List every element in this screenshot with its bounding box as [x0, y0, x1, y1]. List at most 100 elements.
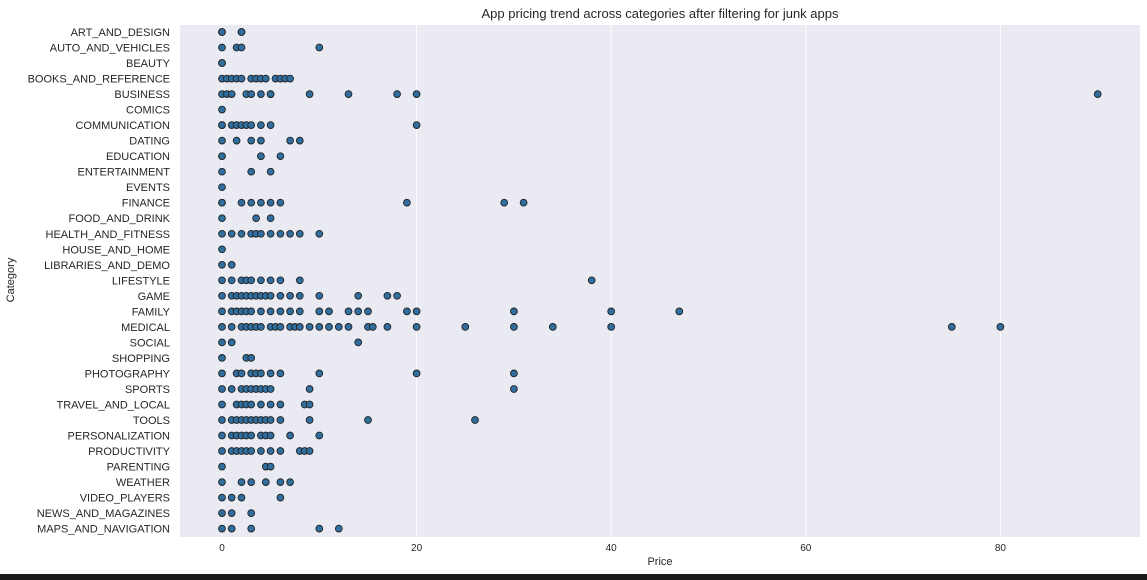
- data-point: [237, 43, 246, 52]
- data-point: [218, 354, 226, 362]
- data-point: [266, 90, 275, 98]
- y-tick-label: DATING: [129, 136, 170, 148]
- data-point: [334, 323, 343, 331]
- data-point: [305, 323, 314, 331]
- data-point: [412, 323, 421, 331]
- data-point: [218, 229, 226, 238]
- data-point: [218, 167, 226, 176]
- data-point: [295, 323, 304, 331]
- data-point: [276, 416, 285, 424]
- data-point: [247, 307, 256, 316]
- data-point: [471, 416, 479, 424]
- x-tick-label: 20: [411, 543, 423, 554]
- y-tick-label: FINANCE: [122, 198, 170, 210]
- y-tick-label: NEWS_AND_MAGAZINES: [37, 508, 170, 520]
- data-point: [218, 291, 226, 300]
- data-point: [227, 509, 236, 517]
- data-point: [237, 369, 246, 378]
- data-point: [247, 136, 256, 145]
- data-point: [227, 385, 236, 393]
- y-tick-label: FAMILY: [132, 306, 171, 318]
- data-point: [266, 462, 275, 471]
- data-point: [519, 198, 528, 207]
- y-tick-label: FOOD_AND_DRINK: [69, 213, 171, 225]
- data-point: [261, 478, 270, 486]
- data-point: [247, 90, 256, 98]
- data-point: [247, 509, 256, 517]
- data-point: [237, 478, 246, 486]
- data-point: [403, 307, 411, 316]
- y-tick-label: PRODUCTIVITY: [88, 446, 171, 458]
- data-point: [510, 369, 518, 378]
- data-point: [305, 416, 314, 424]
- data-point: [315, 524, 324, 533]
- data-point: [947, 323, 956, 331]
- data-point: [218, 307, 226, 316]
- data-point: [247, 400, 256, 409]
- y-tick-label: HEALTH_AND_FITNESS: [46, 229, 171, 241]
- data-point: [266, 307, 275, 316]
- data-point: [247, 121, 256, 129]
- data-point: [218, 493, 226, 502]
- data-point: [364, 307, 372, 316]
- data-point: [675, 307, 684, 316]
- data-point: [218, 524, 226, 533]
- y-tick-label: SHOPPING: [112, 353, 170, 365]
- data-point: [315, 323, 324, 331]
- y-tick-label: PHOTOGRAPHY: [85, 368, 171, 380]
- data-point: [344, 307, 353, 316]
- data-point: [587, 276, 596, 285]
- data-point: [247, 276, 256, 285]
- data-point: [227, 338, 236, 347]
- data-point: [247, 431, 256, 440]
- data-point: [218, 462, 226, 471]
- data-point: [218, 28, 226, 36]
- data-point: [257, 152, 265, 161]
- data-point: [393, 291, 401, 300]
- data-point: [334, 524, 343, 533]
- y-tick-label: TOOLS: [133, 415, 170, 427]
- y-tick-label: PERSONALIZATION: [68, 431, 171, 443]
- data-point: [237, 493, 246, 502]
- data-point: [305, 385, 314, 393]
- data-point: [607, 307, 616, 316]
- data-point: [266, 214, 275, 223]
- data-point: [305, 90, 314, 98]
- data-point: [276, 229, 285, 238]
- data-point: [295, 136, 304, 145]
- data-point: [218, 121, 226, 129]
- data-point: [257, 198, 265, 207]
- x-tick-label: 80: [995, 543, 1007, 554]
- data-point: [237, 229, 246, 238]
- data-point: [266, 385, 275, 393]
- x-axis-label: Price: [647, 556, 672, 568]
- x-tick-label: 0: [219, 543, 225, 554]
- data-point: [218, 431, 226, 440]
- data-point: [266, 431, 275, 440]
- y-tick-label: ART_AND_DESIGN: [71, 27, 170, 39]
- data-point: [247, 198, 256, 207]
- data-point: [218, 198, 226, 207]
- chart-title: App pricing trend across categories afte…: [482, 6, 839, 21]
- x-tick-labels: 0 20 40 60 80: [219, 543, 1006, 554]
- data-point: [218, 245, 226, 254]
- data-point: [276, 478, 285, 486]
- data-point: [276, 276, 285, 285]
- data-point: [227, 90, 236, 98]
- data-point: [315, 229, 324, 238]
- data-point: [252, 214, 260, 223]
- data-point: [996, 323, 1005, 331]
- data-point: [276, 400, 285, 409]
- data-point: [257, 90, 265, 98]
- data-point: [305, 447, 314, 455]
- data-point: [315, 431, 324, 440]
- data-point: [257, 121, 265, 129]
- data-point: [276, 291, 285, 300]
- data-point: [266, 369, 275, 378]
- y-axis-label: Category: [5, 257, 17, 302]
- data-point: [315, 307, 324, 316]
- data-point: [368, 323, 377, 331]
- y-tick-label: HOUSE_AND_HOME: [62, 244, 170, 256]
